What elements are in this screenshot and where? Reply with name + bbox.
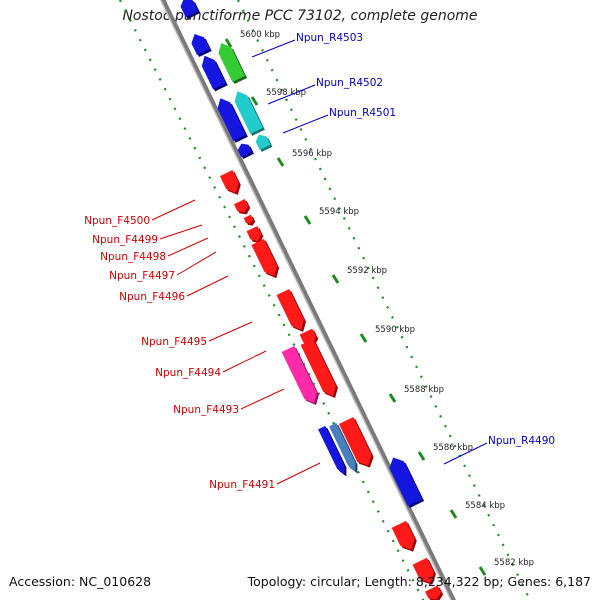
forward-gene-label[interactable]: Npun_F4491	[209, 479, 275, 491]
gene-label-leader	[151, 199, 196, 221]
gene-arrow[interactable]	[191, 33, 210, 56]
scale-tick	[449, 509, 458, 519]
reverse-gene-label[interactable]: Npun_R4501	[329, 107, 396, 119]
gene-arrow[interactable]	[338, 417, 372, 466]
forward-gene-label[interactable]: Npun_F4499	[92, 234, 158, 246]
gene-label-leader	[186, 275, 229, 297]
gene-arrow[interactable]	[237, 143, 253, 158]
gene-arrow[interactable]	[246, 226, 262, 242]
scale-label: 5598 kbp	[266, 88, 306, 98]
scale-label: 5582 kbp	[494, 558, 534, 568]
gene-arrow[interactable]	[234, 91, 263, 134]
accession-text: Accession: NC_010628	[9, 574, 152, 589]
scale-tick	[359, 333, 368, 343]
scale-tick	[224, 38, 233, 48]
gene-arrow[interactable]	[425, 585, 442, 600]
gene-arrow[interactable]	[281, 345, 317, 404]
gene-label-leader	[167, 237, 209, 257]
gene-label-leader	[443, 442, 488, 465]
scale-tick	[388, 393, 397, 403]
scale-label: 5600 kbp	[240, 30, 280, 40]
backbone-line	[160, 0, 456, 600]
genes	[180, 0, 444, 600]
gene-labels: Npun_R4503 Npun_R4502 Npun_R4501 Npun_R4490…	[84, 32, 555, 491]
gene-arrow[interactable]	[218, 42, 246, 83]
topology-text: Topology: circular; Length: 8,234,322 bp…	[247, 574, 591, 589]
outer-dotted-track	[237, 0, 531, 600]
gene-arrow[interactable]	[243, 214, 254, 224]
scale-label: 5594 kbp	[319, 207, 359, 217]
gene-arrow[interactable]	[412, 557, 434, 583]
scale-label: 5588 kbp	[404, 385, 444, 395]
scale-label: 5584 kbp	[465, 501, 505, 511]
gene-label-leader	[276, 462, 321, 485]
forward-gene-label[interactable]: Npun_F4497	[109, 270, 175, 282]
scale-label: 5590 kbp	[375, 325, 415, 335]
gene-arrow[interactable]	[318, 425, 345, 475]
reverse-gene-label[interactable]: Npun_R4503	[296, 32, 363, 44]
gene-label-leader	[159, 224, 203, 240]
gene-arrow[interactable]	[391, 520, 415, 550]
scale-tick	[478, 566, 487, 576]
forward-gene-label[interactable]: Npun_F4493	[173, 404, 239, 416]
reverse-gene-label[interactable]: Npun_R4502	[316, 77, 383, 89]
scale-tick	[303, 215, 312, 225]
gene-arrow[interactable]	[201, 55, 226, 90]
forward-gene-label[interactable]: Npun_F4500	[84, 215, 150, 227]
scale-tick	[331, 274, 340, 284]
gene-arrow[interactable]	[233, 198, 249, 213]
gene-label-leader	[208, 321, 253, 342]
gene-label-leader	[176, 251, 217, 276]
scale-tick	[417, 451, 426, 461]
forward-gene-label[interactable]: Npun_F4498	[100, 251, 166, 263]
scale-label: 5596 kbp	[292, 149, 332, 159]
gene-arrow[interactable]	[329, 422, 356, 472]
gene-label-leader	[282, 114, 329, 134]
inner-dotted-track	[119, 0, 425, 600]
gene-arrow[interactable]	[251, 238, 278, 277]
forward-gene-label[interactable]: Npun_F4495	[141, 336, 207, 348]
backbone-highlight	[160, 0, 452, 600]
gene-arrow[interactable]	[255, 134, 271, 150]
genome-title: Nostoc punctiforme PCC 73102, complete g…	[122, 8, 478, 24]
gene-label-leader	[222, 350, 267, 373]
forward-gene-label[interactable]: Npun_F4494	[155, 367, 221, 379]
gene-label-leader	[240, 388, 285, 410]
scale-tick	[250, 96, 259, 106]
gene-label-leader	[251, 39, 296, 58]
scale-tick	[276, 157, 285, 167]
scale-marks: 5600 kbp 5598 kbp 5596 kbp 5594 kbp 5592 kbp…	[224, 30, 534, 576]
gene-arrow[interactable]	[219, 170, 239, 193]
gene-arrow[interactable]	[300, 338, 336, 397]
gene-arrow[interactable]	[389, 457, 423, 506]
gene-label-leader	[267, 84, 316, 105]
gene-arrow[interactable]	[217, 98, 246, 141]
gene-arrow[interactable]	[276, 289, 304, 330]
gene-arrow[interactable]	[180, 0, 199, 18]
scale-label: 5592 kbp	[347, 266, 387, 276]
scale-label: 5586 kbp	[433, 443, 473, 453]
forward-gene-label[interactable]: Npun_F4496	[119, 291, 185, 303]
reverse-gene-label[interactable]: Npun_R4490	[488, 435, 555, 447]
